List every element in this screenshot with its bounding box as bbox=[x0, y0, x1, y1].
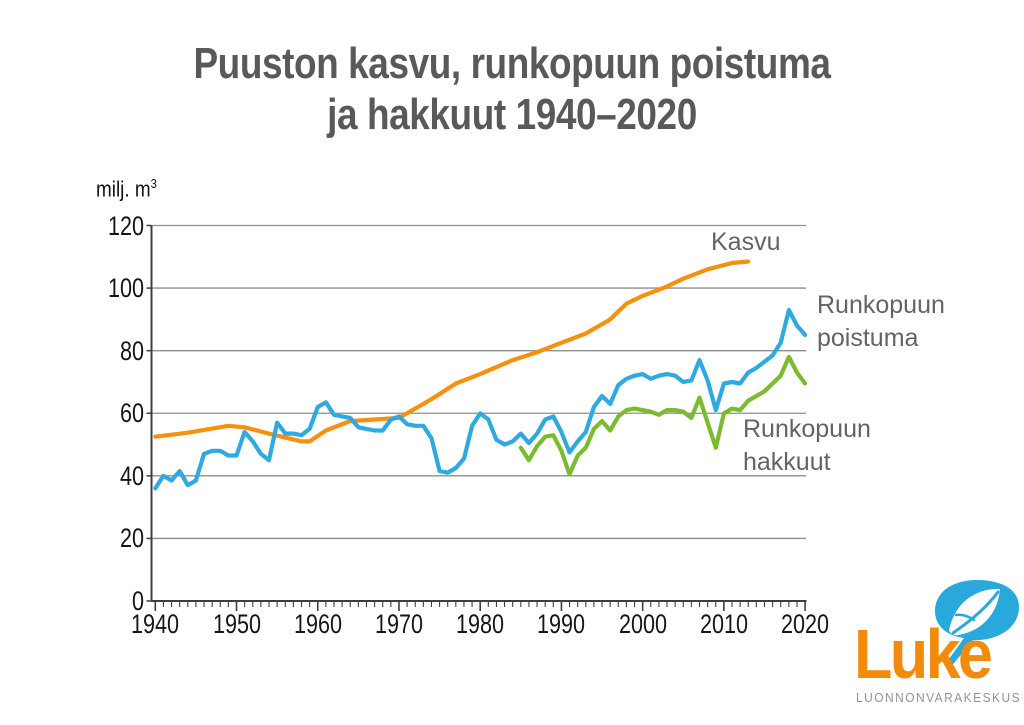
chart-title: Puuston kasvu, runkopuun poistuma ja hak… bbox=[82, 38, 942, 140]
y-tick-label-120: 120 bbox=[107, 210, 144, 241]
series-line-poistuma bbox=[153, 307, 808, 491]
y-tick-label-100: 100 bbox=[107, 273, 144, 304]
x-tick-label-1990: 1990 bbox=[537, 609, 586, 639]
x-tick-label-1960: 1960 bbox=[293, 609, 342, 639]
y-axis-unit-label: milj. m3 bbox=[96, 176, 157, 202]
y-axis-unit-text: milj. m bbox=[96, 176, 151, 202]
series-label-kasvu: Kasvu bbox=[711, 228, 781, 256]
y-tick-label-40: 40 bbox=[119, 460, 144, 491]
x-tick-label-1980: 1980 bbox=[456, 609, 505, 639]
chart-title-line1: Puuston kasvu, runkopuun poistuma bbox=[193, 39, 831, 88]
series-line-hakkuut bbox=[518, 354, 808, 477]
luke-subtitle: LUONNONVARAKESKUS bbox=[856, 690, 1022, 705]
y-tick-label-0: 0 bbox=[131, 586, 144, 616]
series-label-hakkuut: Runkopuun hakkuut bbox=[743, 415, 871, 476]
x-tick-label-2000: 2000 bbox=[618, 609, 667, 639]
series-label-poistuma: Runkopuun poistuma bbox=[817, 291, 945, 352]
y-tick-label-80: 80 bbox=[119, 335, 144, 366]
y-tick-label-60: 60 bbox=[119, 398, 144, 429]
luke-leaf-icon bbox=[935, 580, 1019, 665]
x-tick-label-1950: 1950 bbox=[212, 609, 261, 639]
x-tick-label-2020: 2020 bbox=[781, 609, 830, 639]
y-tick-label-20: 20 bbox=[119, 523, 144, 554]
x-tick-label-1970: 1970 bbox=[374, 609, 423, 639]
luke-logo: Luke LUONNONVARAKESKUS bbox=[850, 572, 1024, 722]
y-axis-unit-exponent: 3 bbox=[150, 176, 157, 191]
x-tick-label-2010: 2010 bbox=[699, 609, 748, 639]
chart-title-line2: ja hakkuut 1940–2020 bbox=[327, 90, 697, 140]
luke-wordmark: Luke bbox=[854, 615, 993, 693]
x-tick-label-1940: 1940 bbox=[131, 609, 180, 639]
